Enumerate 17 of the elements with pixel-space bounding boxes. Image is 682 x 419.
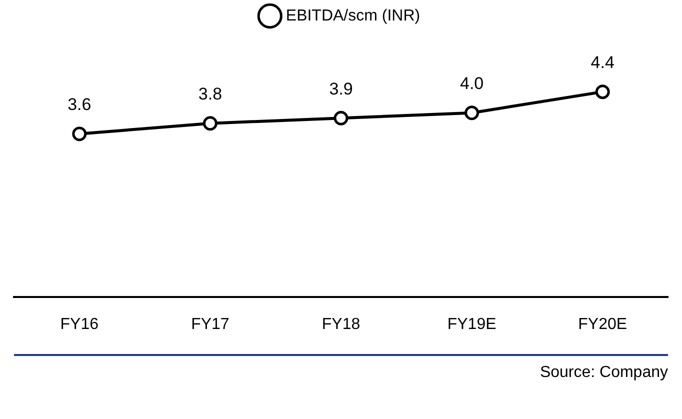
point bbox=[464, 106, 480, 120]
x-tick-label: FY19E bbox=[447, 316, 496, 333]
data-label: 3.8 bbox=[198, 84, 222, 104]
point bbox=[334, 110, 348, 126]
data-label: 3.6 bbox=[68, 95, 92, 114]
data-label: 3.9 bbox=[329, 79, 353, 98]
source-note: Source: Company bbox=[540, 364, 668, 382]
legend-label: EBITDA/scm (INR) bbox=[286, 7, 420, 24]
point bbox=[595, 84, 610, 100]
x-tick-label: FY20E bbox=[578, 316, 628, 333]
data-label: 4.4 bbox=[590, 53, 614, 72]
x-tick-label: FY18 bbox=[322, 316, 360, 333]
x-tick-label: FY16 bbox=[60, 316, 99, 333]
data-label: 4.0 bbox=[460, 74, 484, 94]
point bbox=[72, 126, 87, 142]
point bbox=[202, 116, 218, 131]
x-tick-label: FY17 bbox=[191, 316, 230, 333]
